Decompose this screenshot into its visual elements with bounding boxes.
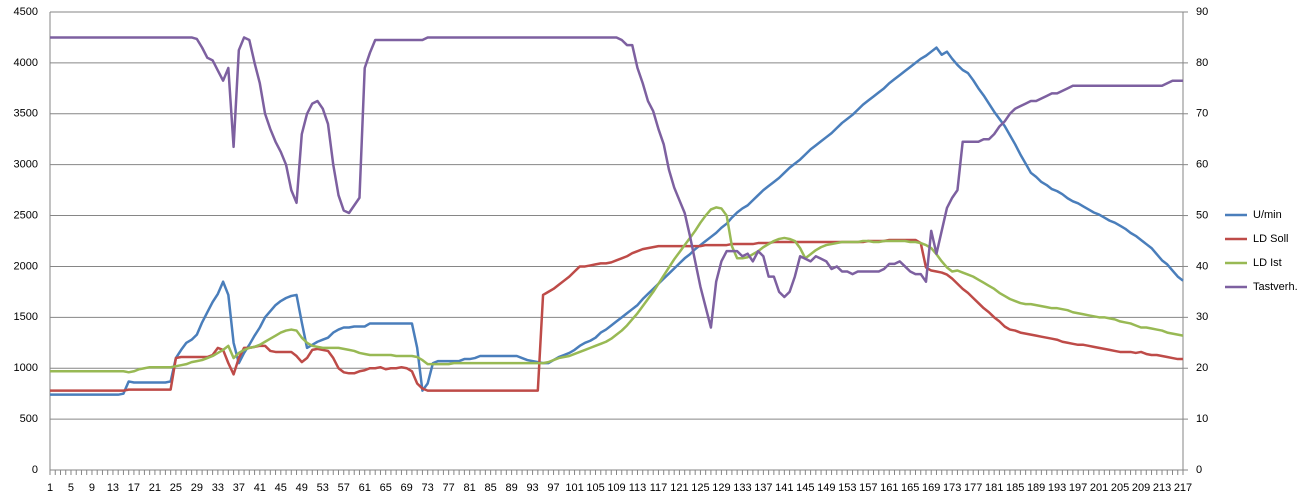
x-tick-label: 157 [859, 482, 877, 494]
x-tick-label: 69 [401, 482, 413, 494]
x-tick-label: 217 [1174, 482, 1192, 494]
x-tick-label: 153 [838, 482, 856, 494]
x-tick-label: 33 [212, 482, 224, 494]
x-tick-label: 49 [296, 482, 308, 494]
x-tick-label: 85 [484, 482, 496, 494]
x-tick-label: 57 [338, 482, 350, 494]
y-tick-label: 4500 [14, 6, 38, 18]
y2-tick-label: 20 [1196, 362, 1208, 374]
y-tick-label: 500 [20, 413, 38, 425]
series-line [50, 206, 1184, 374]
x-tick-label: 5 [68, 482, 74, 494]
x-tick-label: 109 [607, 482, 625, 494]
x-tick-label: 97 [547, 482, 559, 494]
x-tick-label: 165 [901, 482, 919, 494]
x-tick-label: 181 [985, 482, 1003, 494]
x-tick-label: 65 [380, 482, 392, 494]
series-line [50, 36, 1183, 329]
y-tick-label: 3000 [14, 159, 38, 171]
x-tick-label: 17 [128, 482, 140, 494]
x-tick-label: 29 [191, 482, 203, 494]
x-tick-label: 185 [1006, 482, 1024, 494]
x-tick-label: 197 [1069, 482, 1087, 494]
x-tick-label: 1 [47, 482, 53, 494]
x-tick-label: 21 [149, 482, 161, 494]
legend-label: LD Soll [1253, 233, 1288, 245]
x-tick-label: 101 [565, 482, 583, 494]
y2-tick-label: 10 [1196, 413, 1208, 425]
x-tick-label: 205 [1111, 482, 1129, 494]
x-tick-label: 73 [422, 482, 434, 494]
y-tick-label: 0 [32, 464, 38, 476]
x-tick-label: 117 [650, 482, 668, 494]
series-line [50, 46, 1184, 396]
x-tick-label: 173 [943, 482, 961, 494]
y-tick-label: 2500 [14, 209, 38, 221]
x-tick-label: 129 [712, 482, 730, 494]
x-tick-label: 193 [1048, 482, 1066, 494]
y2-tick-label: 0 [1196, 464, 1202, 476]
x-tick-label: 149 [817, 482, 835, 494]
y2-tick-label: 80 [1196, 57, 1208, 69]
x-tick-label: 133 [733, 482, 751, 494]
x-tick-label: 209 [1132, 482, 1150, 494]
x-tick-label: 213 [1153, 482, 1171, 494]
y-tick-label: 4000 [14, 57, 38, 69]
x-tick-label: 37 [233, 482, 245, 494]
x-tick-label: 93 [526, 482, 538, 494]
legend-label: U/min [1253, 209, 1282, 221]
x-tick-label: 121 [670, 482, 688, 494]
x-tick-label: 45 [275, 482, 287, 494]
x-tick-label: 189 [1027, 482, 1045, 494]
y2-tick-label: 70 [1196, 108, 1208, 120]
x-tick-label: 61 [359, 482, 371, 494]
x-tick-label: 105 [586, 482, 604, 494]
x-tick-label: 89 [505, 482, 517, 494]
series-line [50, 238, 1183, 392]
x-tick-label: 77 [443, 482, 455, 494]
legend-label: Tastverh. [1253, 281, 1298, 293]
y-tick-label: 1500 [14, 311, 38, 323]
x-tick-label: 141 [775, 482, 793, 494]
y-tick-label: 3500 [14, 108, 38, 120]
x-tick-label: 145 [796, 482, 814, 494]
y2-tick-label: 50 [1196, 209, 1208, 221]
x-tick-label: 53 [317, 482, 329, 494]
y2-tick-label: 60 [1196, 159, 1208, 171]
x-tick-label: 161 [880, 482, 898, 494]
x-tick-label: 169 [922, 482, 940, 494]
y-tick-label: 1000 [14, 362, 38, 374]
y2-tick-label: 30 [1196, 311, 1208, 323]
x-tick-label: 25 [170, 482, 182, 494]
x-tick-label: 9 [89, 482, 95, 494]
x-tick-label: 177 [964, 482, 982, 494]
x-tick-label: 41 [254, 482, 266, 494]
x-tick-label: 13 [107, 482, 119, 494]
y2-tick-label: 40 [1196, 260, 1208, 272]
y-tick-label: 2000 [14, 260, 38, 272]
legend-label: LD Ist [1253, 257, 1282, 269]
y2-tick-label: 90 [1196, 6, 1208, 18]
x-tick-label: 201 [1090, 482, 1108, 494]
x-tick-label: 137 [754, 482, 772, 494]
x-tick-label: 81 [464, 482, 476, 494]
x-tick-label: 113 [629, 482, 647, 494]
x-tick-label: 125 [691, 482, 709, 494]
